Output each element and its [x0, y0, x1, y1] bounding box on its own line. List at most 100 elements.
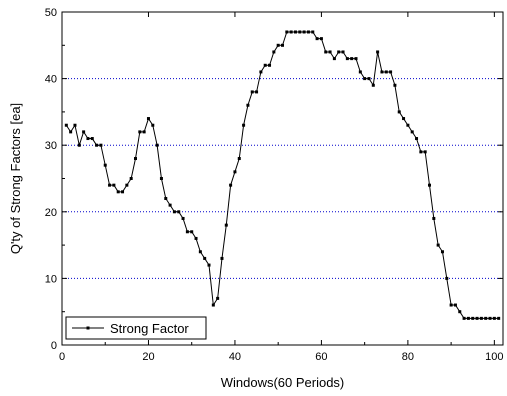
data-point	[233, 170, 237, 174]
legend-label-strong-factor: Strong Factor	[110, 321, 189, 336]
data-point	[436, 243, 440, 247]
data-point	[177, 210, 181, 214]
data-point	[112, 183, 116, 187]
data-point	[207, 263, 211, 267]
data-point	[255, 90, 259, 94]
data-point	[350, 57, 354, 61]
data-point	[293, 30, 297, 34]
data-point	[237, 157, 241, 161]
data-point	[121, 190, 125, 194]
data-point	[415, 137, 419, 141]
data-point	[99, 143, 103, 147]
x-tick-label-100: 100	[485, 351, 503, 363]
data-point	[281, 43, 284, 47]
data-point	[462, 316, 466, 320]
data-point	[345, 57, 349, 61]
data-point	[363, 77, 367, 81]
data-point	[159, 177, 163, 180]
data-point	[449, 303, 453, 307]
data-point	[185, 230, 189, 234]
data-point	[86, 137, 90, 141]
data-point	[125, 183, 129, 187]
legend-box	[65, 316, 207, 340]
y-tick-label-20: 20	[45, 207, 57, 219]
data-point	[224, 223, 228, 227]
data-point	[116, 190, 120, 194]
legend: Strong Factor	[65, 316, 207, 340]
data-point	[384, 70, 388, 74]
data-point	[77, 143, 81, 147]
data-point	[445, 276, 449, 280]
data-point	[103, 163, 107, 167]
y-tick-label-10: 10	[45, 273, 57, 285]
data-point	[324, 50, 328, 54]
data-point	[142, 130, 146, 134]
data-point	[155, 143, 159, 147]
data-point	[479, 316, 483, 320]
data-point	[319, 37, 323, 41]
y-axis-title: Q'ty of Strong Factors [ea]	[8, 103, 23, 254]
data-point	[428, 183, 431, 187]
data-point	[151, 123, 155, 127]
plot-frame	[61, 11, 504, 346]
data-point	[82, 130, 86, 134]
data-point	[484, 316, 488, 320]
data-point	[389, 70, 393, 74]
x-tick-label-0: 0	[59, 351, 65, 363]
data-point	[220, 256, 224, 260]
x-tick-label-80: 80	[402, 351, 414, 363]
data-point	[475, 316, 479, 320]
data-point	[229, 183, 233, 187]
data-point	[95, 143, 99, 147]
data-point	[181, 216, 185, 220]
legend-marker	[86, 326, 90, 330]
data-point	[69, 130, 73, 134]
x-tick-label-60: 60	[315, 351, 327, 363]
data-point	[492, 316, 496, 320]
data-point	[164, 196, 168, 200]
data-point	[376, 50, 380, 54]
data-point	[371, 83, 375, 87]
y-tick-label-30: 30	[45, 140, 57, 152]
series-line-0	[65, 31, 499, 319]
data-point	[289, 30, 293, 34]
data-point	[423, 150, 427, 154]
data-point	[194, 236, 198, 240]
data-point	[263, 63, 267, 67]
data-point	[129, 177, 133, 180]
x-tick-label-40: 40	[229, 351, 241, 363]
data-point	[285, 30, 289, 34]
data-point	[242, 123, 246, 127]
y-tick-label-40: 40	[45, 74, 57, 86]
data-point	[134, 157, 137, 161]
data-point	[410, 130, 414, 134]
data-point	[306, 30, 310, 34]
data-point	[90, 137, 94, 141]
data-point	[432, 216, 436, 220]
y-tick-label-50: 50	[45, 7, 57, 19]
data-point	[328, 50, 332, 54]
data-point	[471, 316, 475, 320]
data-point	[393, 83, 397, 87]
data-point	[146, 117, 150, 121]
data-point	[138, 130, 142, 134]
x-axis-title: Windows(60 Periods)	[221, 375, 345, 390]
data-point	[168, 203, 172, 207]
data-point	[458, 310, 462, 314]
data-point	[440, 250, 444, 254]
data-point	[358, 70, 362, 74]
y-tick-label-0: 0	[51, 340, 57, 352]
data-point	[259, 70, 263, 74]
data-point	[276, 43, 280, 47]
axis-ticks: 0 20 40 60 80 100 0 10 20 30 40 50	[45, 7, 504, 363]
data-point	[268, 63, 272, 67]
data-point	[419, 150, 423, 154]
data-point	[488, 316, 492, 320]
data-point	[497, 316, 501, 320]
data-point	[354, 57, 358, 61]
data-point	[64, 123, 68, 127]
data-point	[453, 303, 457, 307]
data-point	[108, 183, 112, 187]
data-point	[73, 123, 77, 127]
